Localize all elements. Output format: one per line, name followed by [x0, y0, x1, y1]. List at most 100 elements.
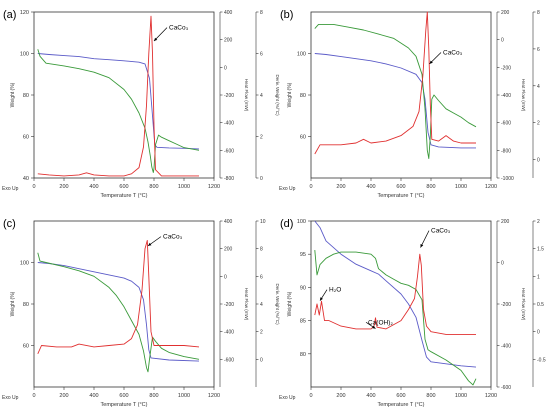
series-line-heat-flow: [314, 250, 477, 386]
deriv-tick-label: 2: [260, 135, 263, 141]
deriv-tick-label: 4: [537, 84, 540, 90]
annotation-arrowhead: [154, 37, 158, 42]
x-tick-label: 400: [366, 393, 375, 399]
x-tick-label: 1200: [208, 393, 220, 399]
plot-frame: [310, 11, 492, 179]
heat-tick-label: 200: [501, 10, 510, 16]
deriv-axis-label: Deriv. Weight (%/°C): [275, 74, 280, 116]
y-left-axis-label: Weight (%): [10, 291, 16, 316]
x-axis-label: Temperature T (°C): [101, 193, 148, 199]
heat-tick-label: -400: [501, 93, 511, 99]
heat-tick-label: -600: [501, 121, 511, 127]
y-left-axis-label: Weight (%): [287, 82, 293, 107]
deriv-tick-label: 1: [537, 274, 540, 280]
x-tick-label: 800: [426, 393, 435, 399]
x-tick-label: 400: [89, 393, 98, 399]
exo-up-label: Exo Up: [279, 395, 296, 401]
x-tick-label: 1000: [178, 393, 190, 399]
deriv-tick-label: 2: [537, 219, 540, 225]
heat-tick-label: -400: [501, 344, 511, 350]
heat-tick-label: -400: [224, 330, 234, 336]
annotation-arrow: [420, 230, 430, 248]
heat-axis-label: Heat Flow (mW): [244, 79, 249, 112]
deriv-tick-label: 0.5: [537, 302, 544, 308]
deriv-tick-label: 8: [260, 10, 263, 16]
panel-a: (a)0 200 400 600 800 1000 1200406080100120-800…: [2, 9, 280, 199]
series-line-heat-flow: [37, 252, 200, 373]
x-tick-label: 400: [366, 184, 375, 190]
x-tick-label: 200: [59, 184, 68, 190]
series-line-deriv-weight: [37, 239, 200, 354]
deriv-tick-label: 10: [260, 219, 266, 225]
exo-up-label: Exo Up: [279, 186, 296, 192]
deriv-tick-label: 6: [260, 274, 263, 280]
annotation-arrowhead: [372, 325, 376, 329]
plot-frame: [33, 11, 215, 179]
x-tick-label: 0: [309, 393, 312, 399]
y-left-tick-label: 100: [297, 52, 306, 58]
exo-up-label: Exo Up: [2, 186, 19, 192]
x-tick-label: 1000: [178, 184, 190, 190]
x-tick-label: 800: [426, 184, 435, 190]
x-tick-label: 1000: [455, 393, 467, 399]
y-left-tick-label: 85: [300, 319, 306, 325]
y-left-tick-label: 80: [23, 93, 29, 99]
annotation-label: H₂O: [329, 287, 341, 294]
y-left-tick-label: 60: [300, 135, 306, 141]
heat-tick-label: 200: [224, 38, 233, 44]
series-line-deriv-weight: [37, 15, 199, 177]
annotation-label: CaCo₃: [163, 234, 183, 241]
heat-tick-label: 200: [501, 219, 510, 225]
heat-axis-label: Heat Flow (mW): [521, 79, 526, 112]
x-tick-label: 600: [396, 184, 405, 190]
series-line-weight: [314, 220, 477, 368]
y-left-tick-label: 100: [297, 219, 306, 225]
x-tick-label: 0: [32, 393, 35, 399]
annotation-arrowhead: [420, 244, 424, 248]
deriv-tick-label: 4: [260, 93, 263, 99]
y-left-tick-label: 60: [23, 135, 29, 141]
heat-tick-label: -200: [501, 302, 511, 308]
heat-tick-label: 0: [501, 38, 504, 44]
x-tick-label: 1000: [455, 184, 467, 190]
deriv-tick-label: 8: [537, 10, 540, 16]
annotation-arrowhead: [429, 60, 433, 64]
y-left-tick-label: 80: [300, 352, 306, 358]
y-left-tick-label: 40: [23, 176, 29, 182]
y-left-axis-label: Weight (%): [287, 291, 293, 316]
annotation-label: CaCo₃: [431, 228, 451, 235]
plot-frame: [310, 220, 492, 388]
y-left-tick-label: 80: [300, 93, 306, 99]
heat-tick-label: -600: [224, 148, 234, 154]
x-tick-label: 200: [336, 184, 345, 190]
series-line-weight: [37, 262, 200, 362]
deriv-tick-label: 1.5: [537, 247, 544, 253]
y-left-tick-label: 80: [23, 302, 29, 308]
deriv-tick-label: 0: [537, 330, 540, 336]
heat-tick-label: -200: [224, 302, 234, 308]
panel-label: (b): [280, 9, 293, 21]
deriv-tick-label: 0: [260, 357, 263, 363]
heat-tick-label: -200: [224, 93, 234, 99]
series-line-deriv-weight: [314, 253, 476, 335]
heat-tick-label: -200: [501, 65, 511, 71]
heat-axis-label: Heat Flow (mW): [244, 288, 249, 321]
heat-tick-label: -800: [501, 148, 511, 154]
x-axis-label: Temperature T (°C): [378, 193, 425, 199]
deriv-tick-label: 4: [260, 302, 263, 308]
x-tick-label: 200: [336, 393, 345, 399]
x-tick-label: 1200: [485, 184, 497, 190]
deriv-tick-label: 8: [260, 247, 263, 253]
deriv-tick-label: 6: [260, 52, 263, 58]
series-line-heat-flow: [314, 23, 477, 160]
exo-up-label: Exo Up: [2, 395, 19, 401]
deriv-tick-label: 0: [537, 158, 540, 164]
heat-tick-label: -800: [224, 176, 234, 182]
deriv-tick-label: -0.5: [537, 357, 546, 363]
plot-frame: [33, 220, 215, 388]
heat-tick-label: -1000: [501, 176, 514, 182]
series-line-deriv-weight: [314, 11, 476, 155]
annotation-label: CaCo₃: [169, 25, 189, 32]
x-tick-label: 1200: [208, 184, 220, 190]
